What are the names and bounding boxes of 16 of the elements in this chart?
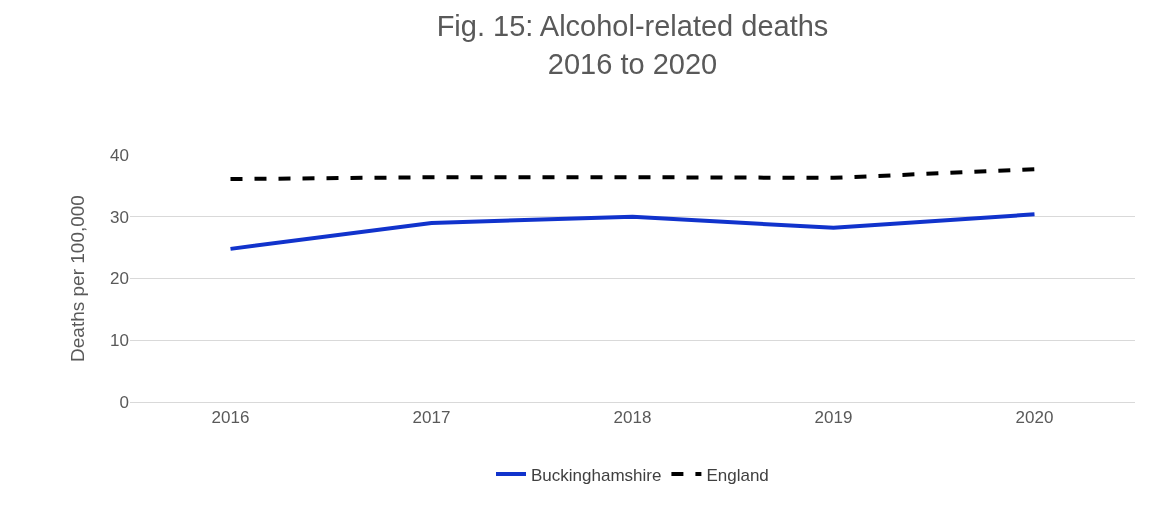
y-tick-label: 10: [110, 331, 129, 351]
line-series: [228, 212, 1037, 251]
y-tick-label: 40: [110, 145, 129, 165]
legend-label: England: [706, 465, 769, 485]
y-tick-label: 30: [110, 207, 129, 227]
x-tick-label: 2016: [211, 408, 250, 428]
x-tick-label: 2019: [814, 408, 853, 428]
chart-title: Fig. 15: Alcohol-related deaths 2016 to 2020: [436, 10, 829, 80]
y-tick-label: 0: [119, 392, 129, 412]
y-tick-label: 20: [110, 269, 129, 289]
x-tick-label: 2018: [613, 408, 652, 428]
x-tick-label: 2020: [1015, 408, 1054, 428]
y-axis-title: Deaths per 100,000: [66, 195, 88, 362]
legend-label: Buckinghamshire: [531, 465, 662, 485]
line-series: [228, 167, 1037, 182]
x-tick-label: 2017: [412, 408, 451, 428]
